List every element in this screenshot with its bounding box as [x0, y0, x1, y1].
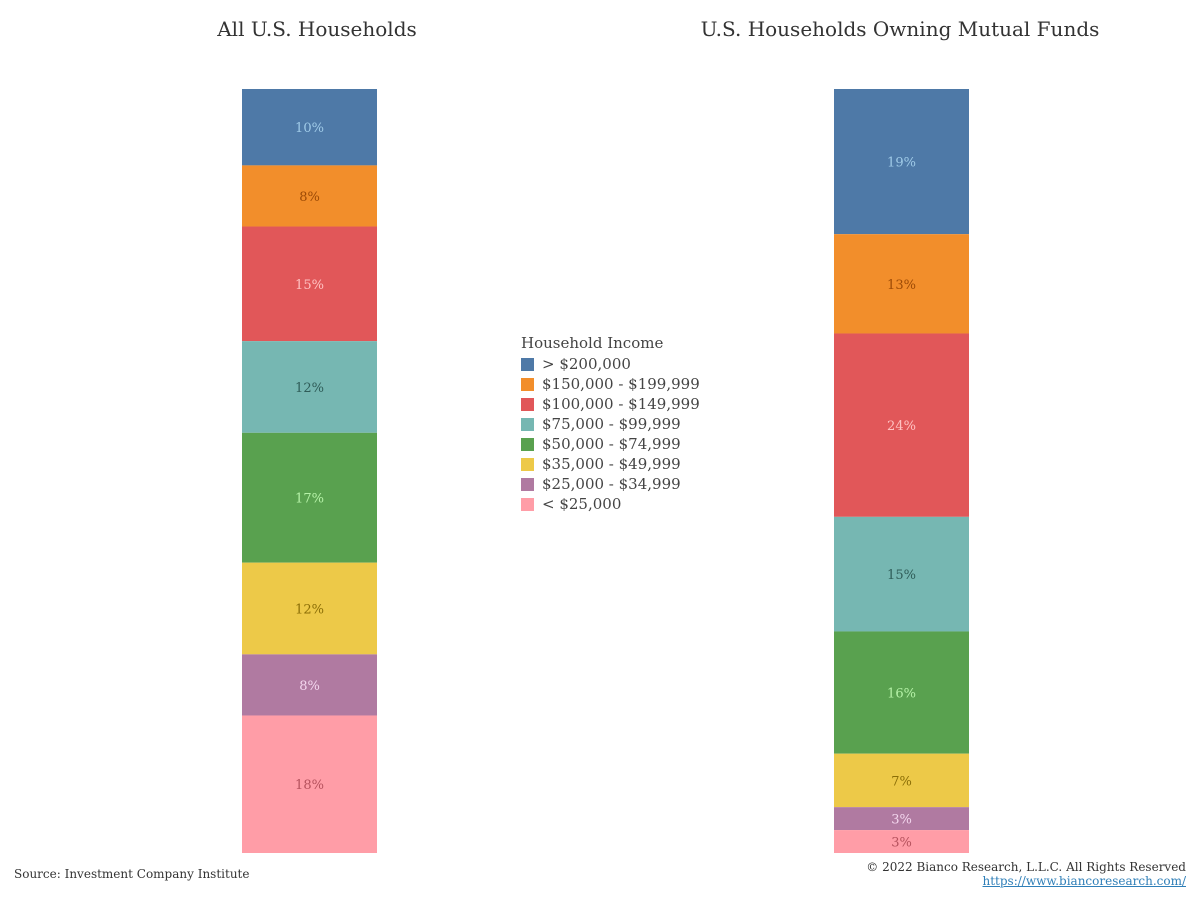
bar-segment-chart1-series4 [242, 341, 377, 433]
legend-item-2: $150,000 - $199,999 [521, 374, 700, 394]
legend-item-8: < $25,000 [521, 494, 700, 514]
bar-label-chart2-series3: 24% [887, 419, 916, 434]
bar-segment-chart1-series2 [242, 165, 377, 227]
bar-label-chart2-series7: 3% [891, 813, 912, 828]
bar-segment-chart2-series6 [834, 753, 969, 808]
legend-item-6: $35,000 - $49,999 [521, 454, 700, 474]
bar-segment-chart1-series3 [242, 226, 377, 342]
legend-swatch [521, 397, 534, 411]
bar-label-chart1-series4: 12% [295, 381, 324, 396]
bar-segment-chart2-series4 [834, 516, 969, 632]
bar-label-chart1-series7: 8% [299, 679, 320, 694]
legend-item-7: $25,000 - $34,999 [521, 474, 700, 494]
legend-items: > $200,000 $150,000 - $199,999 $100,000 - … [521, 354, 700, 514]
bar-label-chart2-series8: 3% [891, 836, 912, 851]
bar-segment-chart2-series1 [834, 89, 969, 235]
footer-credits: © 2022 Bianco Research, L.L.C. All Right… [866, 860, 1186, 888]
legend-swatch [521, 457, 534, 471]
copyright-text: © 2022 Bianco Research, L.L.C. All Right… [866, 860, 1186, 874]
bar-label-chart2-series4: 15% [887, 568, 916, 583]
legend-label: $50,000 - $74,999 [542, 435, 681, 453]
legend-label: $150,000 - $199,999 [542, 375, 700, 393]
legend-swatch [521, 497, 534, 511]
legend-label: $25,000 - $34,999 [542, 475, 681, 493]
website-link[interactable]: https://www.biancoresearch.com/ [982, 874, 1186, 888]
legend-label: > $200,000 [542, 355, 631, 373]
legend-swatch [521, 357, 534, 371]
bar-label-chart2-series2: 13% [887, 278, 916, 293]
bar-label-chart2-series6: 7% [891, 774, 912, 789]
chart-title-all-households: All U.S. Households [217, 17, 417, 41]
bar-segment-chart1-series8 [242, 715, 377, 853]
bar-label-chart1-series1: 10% [295, 121, 324, 136]
bar-label-chart2-series1: 19% [887, 156, 916, 171]
bar-segment-chart2-series5 [834, 631, 969, 754]
legend-item-1: > $200,000 [521, 354, 700, 374]
legend-label: < $25,000 [542, 495, 622, 513]
legend-item-3: $100,000 - $149,999 [521, 394, 700, 414]
legend-title: Household Income [521, 334, 664, 352]
bar-segment-chart2-series7 [834, 807, 969, 831]
bar-label-chart1-series5: 17% [295, 492, 324, 507]
legend-item-5: $50,000 - $74,999 [521, 434, 700, 454]
bar-segment-chart1-series5 [242, 432, 377, 563]
bar-segment-chart2-series8 [834, 830, 969, 853]
bar-segment-chart2-series3 [834, 333, 969, 517]
legend-label: $75,000 - $99,999 [542, 415, 681, 433]
bar-segment-chart1-series1 [242, 89, 377, 166]
bar-label-chart1-series6: 12% [295, 603, 324, 618]
bar-label-chart1-series3: 15% [295, 278, 324, 293]
bar-segment-chart1-series7 [242, 654, 377, 716]
legend-item-4: $75,000 - $99,999 [521, 414, 700, 434]
legend-swatch [521, 377, 534, 391]
source-note: Source: Investment Company Institute [14, 867, 250, 881]
bar-segment-chart2-series2 [834, 234, 969, 334]
legend-label: $100,000 - $149,999 [542, 395, 700, 413]
legend-label: $35,000 - $49,999 [542, 455, 681, 473]
legend-swatch [521, 417, 534, 431]
chart-title-mutual-fund-households: U.S. Households Owning Mutual Funds [700, 17, 1100, 41]
bar-label-chart2-series5: 16% [887, 687, 916, 702]
legend: Household Income > $200,000 $150,000 - $1… [521, 334, 700, 514]
bar-label-chart1-series2: 8% [299, 190, 320, 205]
bar-segment-chart1-series6 [242, 562, 377, 655]
bar-label-chart1-series8: 18% [295, 778, 324, 793]
legend-swatch [521, 477, 534, 491]
legend-swatch [521, 437, 534, 451]
